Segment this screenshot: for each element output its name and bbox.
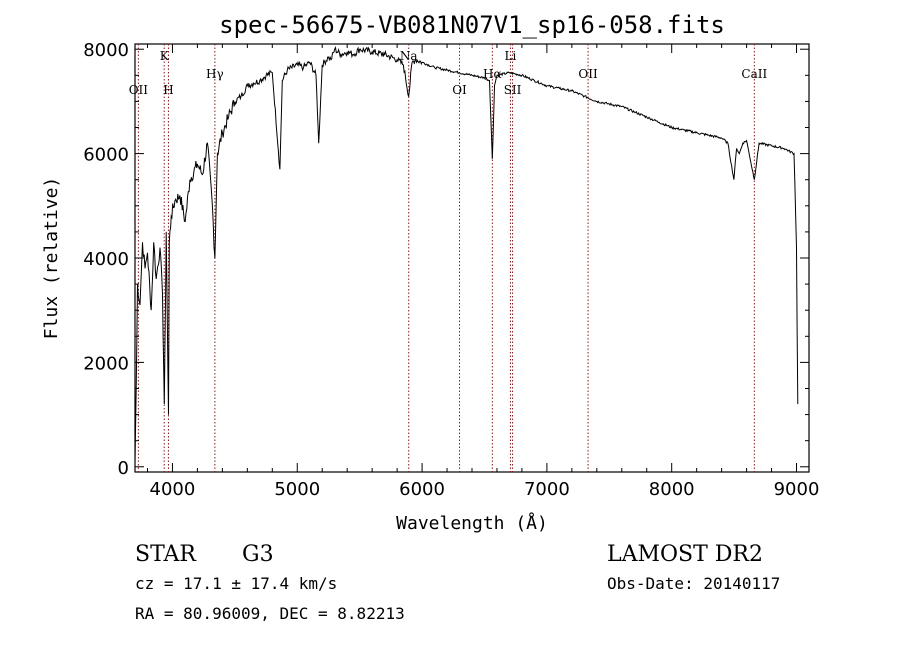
y-tick-label-1: 2000 xyxy=(83,353,129,374)
line-label-4: Na xyxy=(400,49,418,63)
line-label-0: OII xyxy=(129,83,149,97)
y-tick-label-3: 6000 xyxy=(83,145,129,166)
line-label-3: Hγ xyxy=(206,67,224,81)
y-tick-label-4: 8000 xyxy=(83,40,129,61)
spectrum-series-line xyxy=(134,45,799,462)
plot-frame xyxy=(134,43,810,473)
redshift-readout: cz = 17.1 ± 17.4 km/s xyxy=(135,574,337,593)
y-tick-label-2: 4000 xyxy=(83,249,129,270)
line-label-7: Li xyxy=(505,49,517,63)
x-tick-label-4: 8000 xyxy=(649,479,695,500)
line-label-8: SII xyxy=(504,83,522,97)
line-label-5: OI xyxy=(452,83,467,97)
line-label-9: OII xyxy=(578,67,598,81)
x-axis-label: Wavelength (Å) xyxy=(396,512,548,534)
survey-name: LAMOST DR2 xyxy=(607,542,763,567)
x-tick-label-0: 4000 xyxy=(150,479,196,500)
y-tick-label-0: 0 xyxy=(118,458,129,479)
object-subclass: G3 xyxy=(242,542,274,567)
object-class: STAR xyxy=(135,542,197,567)
axis-ticks: 4000 5000 6000 7000 8000 9000 0 2000 4000 6000 800… xyxy=(83,40,819,500)
line-label-10: CaII xyxy=(741,67,767,81)
line-label-2: H xyxy=(163,83,173,97)
x-tick-label-2: 6000 xyxy=(399,479,445,500)
y-axis-label: Flux (relative) xyxy=(41,177,62,340)
observation-date: Obs-Date: 20140117 xyxy=(607,574,780,593)
coordinates-readout: RA = 80.96009, DEC = 8.82213 xyxy=(135,604,405,623)
x-tick-label-5: 9000 xyxy=(774,479,820,500)
line-label-1: K xyxy=(160,49,170,63)
x-tick-label-3: 7000 xyxy=(524,479,570,500)
x-tick-label-1: 5000 xyxy=(274,479,320,500)
chart-title: spec-56675-VB081N07V1_sp16-058.fits xyxy=(219,11,725,39)
line-label-6: Hα xyxy=(483,67,502,81)
